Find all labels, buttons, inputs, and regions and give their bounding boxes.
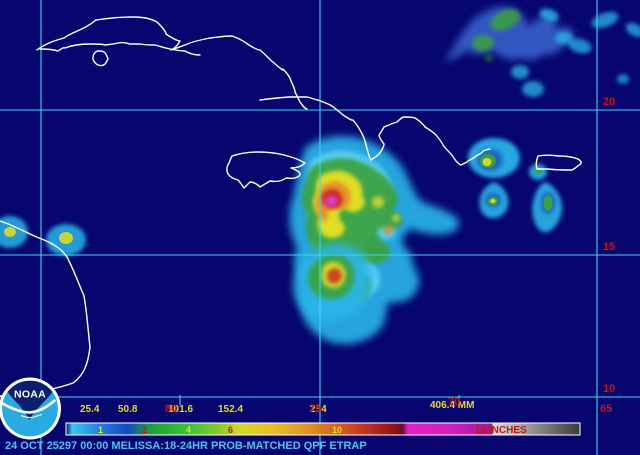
svg-text:65: 65: [600, 403, 612, 415]
svg-text:2: 2: [142, 425, 147, 435]
svg-text:75: 75: [309, 403, 321, 415]
svg-text:50.8: 50.8: [118, 404, 138, 415]
svg-text:152.4: 152.4: [218, 404, 243, 415]
svg-text:70: 70: [448, 396, 460, 408]
svg-text:20: 20: [603, 96, 615, 108]
svg-text:10: 10: [603, 383, 615, 395]
svg-text:80: 80: [165, 403, 177, 415]
svg-text:10: 10: [332, 425, 342, 435]
svg-text:6: 6: [228, 425, 233, 435]
svg-text:16 INCHES: 16 INCHES: [475, 425, 527, 436]
svg-text:NOAA: NOAA: [14, 389, 46, 401]
svg-text:4: 4: [186, 425, 191, 435]
svg-text:1: 1: [98, 425, 103, 435]
svg-text:15: 15: [603, 241, 615, 253]
svg-text:25.4: 25.4: [80, 404, 100, 415]
svg-text:24 OCT 25297 00:00 MELISSA:1: 24 OCT 25297 00:00 MELISSA:18-24HR PROB-…: [5, 440, 367, 452]
